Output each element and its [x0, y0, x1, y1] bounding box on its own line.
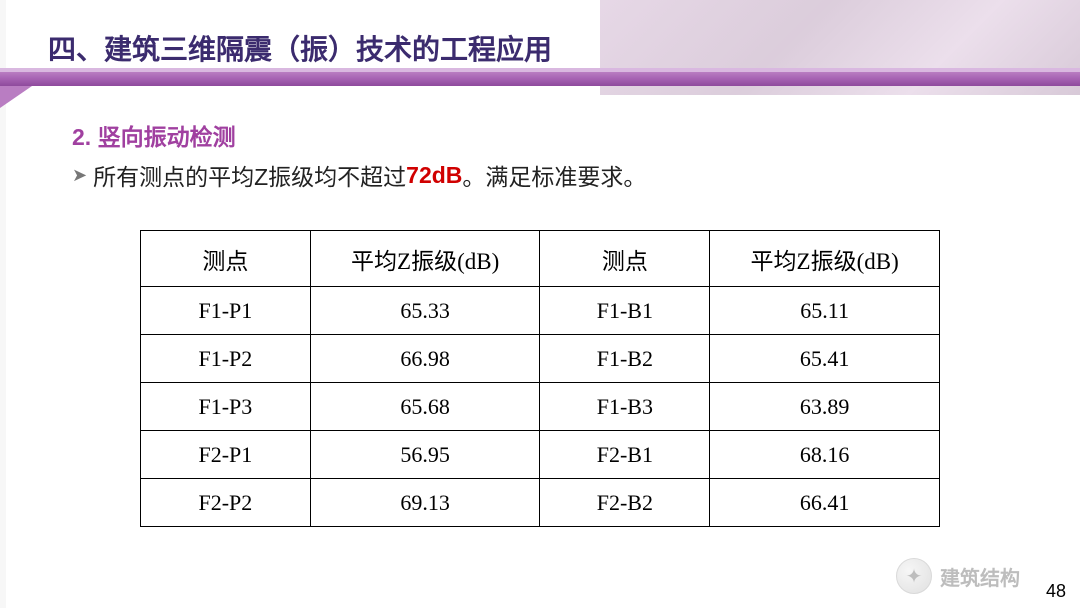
table-cell: 68.16 — [710, 431, 940, 479]
table-row: F1-P165.33F1-B165.11 — [141, 287, 940, 335]
watermark-icon: ✦ — [896, 558, 932, 594]
table-cell: F1-B3 — [540, 383, 710, 431]
vibration-data-table-container: 测点 平均Z振级(dB) 测点 平均Z振级(dB) F1-P165.33F1-B… — [140, 230, 940, 527]
table-cell: F1-B1 — [540, 287, 710, 335]
section-subtitle: 2. 竖向振动检测 — [72, 118, 236, 152]
table-row: F1-P266.98F1-B265.41 — [141, 335, 940, 383]
table-cell: F2-P2 — [141, 479, 311, 527]
table-cell: F1-B2 — [540, 335, 710, 383]
watermark: ✦ 建筑结构 — [896, 558, 1020, 594]
header-triangle-accent — [0, 86, 32, 108]
table-cell: F1-P3 — [141, 383, 311, 431]
table-header-cell: 平均Z振级(dB) — [710, 231, 940, 287]
table-cell: F2-B1 — [540, 431, 710, 479]
description-suffix: 。满足标准要求。 — [462, 158, 646, 192]
table-cell: F1-P2 — [141, 335, 311, 383]
page-title: 四、建筑三维隔震（振）技术的工程应用 — [48, 28, 552, 68]
table-cell: 63.89 — [710, 383, 940, 431]
table-cell: 65.68 — [310, 383, 540, 431]
header-purple-band — [0, 72, 1080, 86]
table-cell: 65.41 — [710, 335, 940, 383]
bullet-icon: ➤ — [72, 165, 87, 186]
table-row: F2-P156.95F2-B168.16 — [141, 431, 940, 479]
watermark-text: 建筑结构 — [940, 562, 1020, 591]
table-cell: 66.41 — [710, 479, 940, 527]
table-header-cell: 平均Z振级(dB) — [310, 231, 540, 287]
table-row: F2-P269.13F2-B266.41 — [141, 479, 940, 527]
table-header-cell: 测点 — [540, 231, 710, 287]
table-cell: F2-B2 — [540, 479, 710, 527]
description-highlight: 72dB — [406, 162, 462, 189]
table-header-cell: 测点 — [141, 231, 311, 287]
table-cell: F1-P1 — [141, 287, 311, 335]
table-cell: 56.95 — [310, 431, 540, 479]
table-header-row: 测点 平均Z振级(dB) 测点 平均Z振级(dB) — [141, 231, 940, 287]
page-number: 48 — [1046, 581, 1066, 602]
description-line: ➤ 所有测点的平均Z振级均不超过 72dB 。满足标准要求。 — [72, 158, 646, 192]
table-cell: 65.11 — [710, 287, 940, 335]
vibration-data-table: 测点 平均Z振级(dB) 测点 平均Z振级(dB) F1-P165.33F1-B… — [140, 230, 940, 527]
table-cell: F2-P1 — [141, 431, 311, 479]
table-cell: 69.13 — [310, 479, 540, 527]
table-row: F1-P365.68F1-B363.89 — [141, 383, 940, 431]
description-prefix: 所有测点的平均Z振级均不超过 — [93, 158, 406, 192]
table-cell: 66.98 — [310, 335, 540, 383]
table-cell: 65.33 — [310, 287, 540, 335]
